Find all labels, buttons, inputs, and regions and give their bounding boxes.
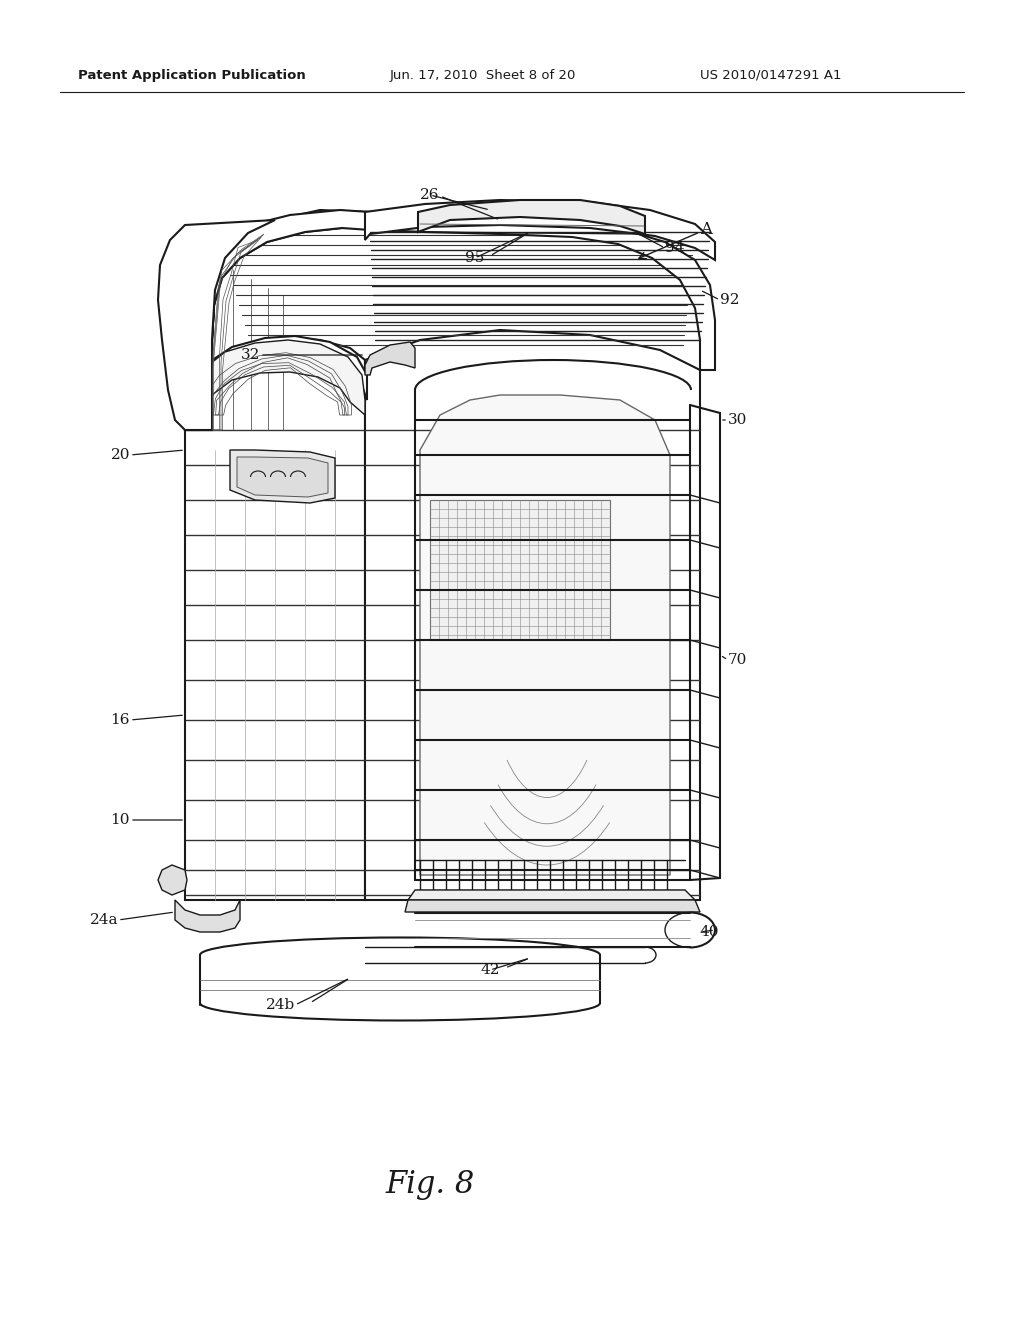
- Polygon shape: [430, 500, 610, 640]
- Text: 32: 32: [241, 348, 260, 362]
- Polygon shape: [190, 341, 365, 414]
- Polygon shape: [185, 337, 367, 430]
- Polygon shape: [158, 220, 275, 430]
- Text: 92: 92: [720, 293, 739, 308]
- Polygon shape: [418, 201, 645, 234]
- Text: US 2010/0147291 A1: US 2010/0147291 A1: [700, 69, 842, 82]
- Polygon shape: [185, 338, 365, 900]
- Polygon shape: [406, 900, 700, 912]
- Text: 20: 20: [111, 447, 130, 462]
- Text: Patent Application Publication: Patent Application Publication: [78, 69, 306, 82]
- Text: 40: 40: [700, 925, 720, 939]
- Text: 30: 30: [728, 413, 748, 426]
- Polygon shape: [408, 890, 695, 900]
- Text: 42: 42: [480, 964, 500, 977]
- Text: 16: 16: [111, 713, 130, 727]
- Polygon shape: [365, 342, 415, 375]
- Polygon shape: [230, 450, 335, 503]
- Polygon shape: [237, 457, 328, 498]
- Polygon shape: [365, 201, 715, 260]
- Text: 24b: 24b: [266, 998, 295, 1012]
- Text: 70: 70: [728, 653, 748, 667]
- Text: 94: 94: [665, 242, 684, 255]
- Text: 24a: 24a: [89, 913, 118, 927]
- Polygon shape: [212, 210, 715, 370]
- Polygon shape: [158, 865, 187, 895]
- Polygon shape: [420, 395, 670, 875]
- Text: Fig. 8: Fig. 8: [385, 1170, 475, 1200]
- Polygon shape: [175, 900, 240, 932]
- Text: Jun. 17, 2010  Sheet 8 of 20: Jun. 17, 2010 Sheet 8 of 20: [390, 69, 577, 82]
- Text: 10: 10: [111, 813, 130, 828]
- Text: 95: 95: [465, 251, 484, 265]
- Text: A: A: [700, 222, 712, 239]
- Text: 26: 26: [420, 187, 439, 202]
- Polygon shape: [365, 330, 700, 900]
- Polygon shape: [185, 210, 370, 430]
